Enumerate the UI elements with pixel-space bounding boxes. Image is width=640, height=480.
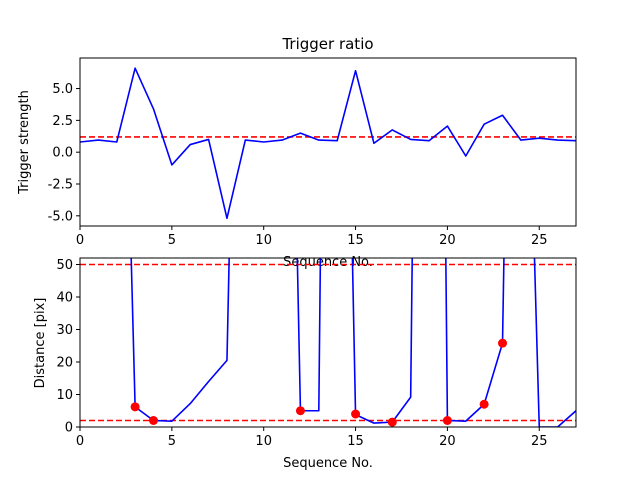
y-tick-label: 50	[56, 258, 73, 273]
x-axis-label-top: Sequence No.	[283, 255, 373, 270]
x-tick-label: 0	[76, 434, 84, 449]
y-tick-label: 20	[56, 356, 73, 371]
y-tick-label: 40	[56, 291, 73, 306]
plot-area-top	[80, 67, 576, 220]
y-tick-label: 0.0	[52, 146, 73, 161]
axes-frame-bottom	[79, 257, 577, 428]
y-tick-label: -2.5	[48, 178, 73, 193]
x-tick-label: 15	[347, 233, 364, 248]
marker-point-1	[148, 416, 158, 425]
y-axis-label-top: Trigger strength	[17, 90, 32, 195]
y-tick-label: 30	[56, 323, 73, 338]
x-tick-label: 20	[439, 233, 456, 248]
series-line-bottom	[130, 258, 576, 427]
x-tick-label: 5	[168, 233, 176, 248]
plot-area-bottom	[80, 258, 576, 427]
y-tick-label: 10	[56, 388, 73, 403]
trigger-ratio-subplot: Trigger ratio Trigger strength 0 5 10 15 20 2…	[17, 35, 577, 248]
x-tick-label: 0	[76, 233, 84, 248]
x-tick-label: 25	[531, 233, 548, 248]
marker-point-6	[479, 399, 489, 409]
marker-point-4	[387, 417, 397, 427]
x-tick-label: 20	[439, 434, 456, 449]
x-tick-label: 5	[168, 434, 176, 449]
y-axis-label-bottom: Distance [pix]	[33, 298, 48, 389]
marker-point-5	[442, 416, 452, 425]
chart-title: Trigger ratio	[281, 35, 373, 53]
y-tick-label: 2.5	[52, 114, 73, 129]
y-tick-label: 5.0	[52, 82, 73, 97]
marker-point-3	[351, 409, 361, 419]
series-line-top	[80, 67, 576, 220]
distance-subplot: Distance [pix] Sequence No. 0 5 10 15 20 25 0 1…	[33, 257, 577, 471]
y-tick-label: 0	[65, 421, 73, 436]
axes-frame-top	[79, 57, 577, 227]
x-tick-label: 15	[347, 434, 364, 449]
x-tick-label: 10	[255, 434, 272, 449]
x-tick-label: 10	[255, 233, 272, 248]
marker-point-0	[130, 402, 140, 412]
x-axis-label-bottom: Sequence No.	[283, 456, 373, 471]
marker-point-2	[295, 406, 305, 416]
y-tick-label: -5.0	[48, 209, 73, 224]
x-tick-label: 25	[531, 434, 548, 449]
marker-point-7	[498, 338, 508, 348]
